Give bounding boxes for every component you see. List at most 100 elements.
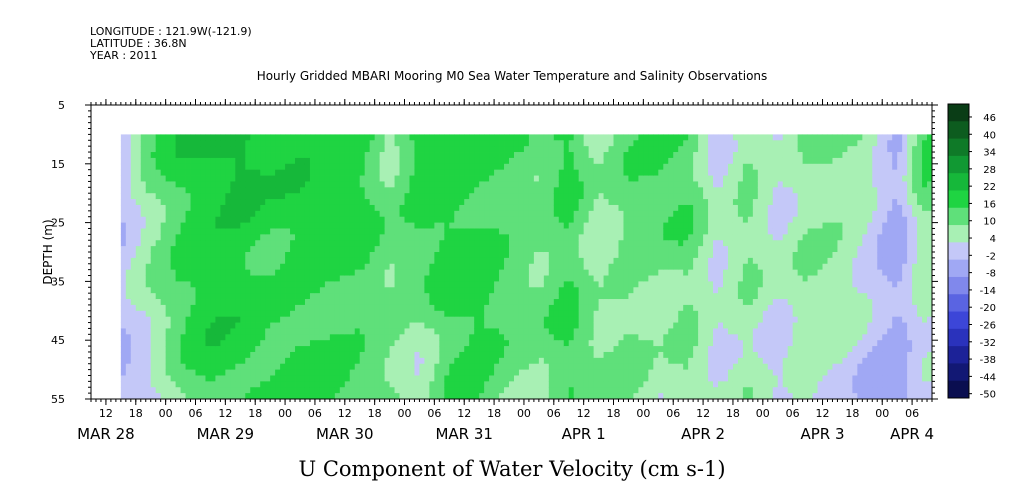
heatmap-cell [235, 369, 241, 376]
heatmap-cell [175, 328, 181, 335]
heatmap-cell [120, 193, 127, 200]
heatmap-cell [568, 351, 575, 359]
heatmap-cell [165, 193, 172, 200]
heatmap-cell [245, 381, 251, 388]
heatmap-cell [334, 381, 341, 388]
heatmap-cell [270, 281, 276, 288]
heatmap-cell [548, 287, 555, 294]
heatmap-cell [120, 163, 127, 171]
heatmap-cell [444, 328, 450, 335]
heatmap-cell [304, 363, 311, 370]
heatmap-cell [275, 269, 281, 276]
heatmap-cell [494, 304, 500, 312]
heatmap-cell [145, 293, 152, 300]
heatmap-cell [285, 134, 291, 141]
heatmap-cell [245, 363, 251, 370]
heatmap-cell [185, 210, 191, 218]
heatmap-cell [290, 263, 296, 271]
heatmap-cell [668, 275, 674, 282]
heatmap-cell [543, 340, 550, 347]
heatmap-cell [444, 199, 450, 206]
heatmap-cell [150, 163, 157, 171]
heatmap-cell [518, 240, 525, 247]
heatmap-cell [459, 204, 465, 212]
heatmap-cell [384, 146, 390, 153]
heatmap-cell [389, 351, 395, 359]
heatmap-cell [155, 181, 162, 188]
heatmap-cell [603, 157, 609, 165]
heatmap-cell [623, 351, 629, 359]
heatmap-cell [240, 281, 246, 288]
heatmap-cell [484, 228, 490, 235]
heatmap-cell [339, 363, 346, 370]
heatmap-cell [603, 381, 609, 388]
heatmap-cell [593, 175, 599, 182]
heatmap-cell [369, 252, 376, 259]
heatmap-cell [384, 293, 390, 300]
heatmap-cell [658, 169, 664, 176]
heatmap-cell [319, 304, 326, 312]
heatmap-cell [165, 187, 172, 194]
heatmap-cell [439, 334, 445, 341]
heatmap-cell [409, 252, 415, 259]
heatmap-cell [359, 316, 366, 323]
heatmap-cell [285, 369, 291, 376]
heatmap-cell [364, 346, 371, 353]
heatmap-cell [220, 222, 226, 229]
heatmap-cell [583, 257, 590, 265]
heatmap-cell [150, 187, 157, 194]
heatmap-cell [668, 140, 674, 147]
heatmap-cell [379, 146, 386, 153]
heatmap-cell [245, 181, 251, 188]
heatmap-cell [185, 340, 191, 347]
heatmap-cell [504, 175, 510, 182]
heatmap-cell [180, 363, 186, 370]
heatmap-cell [210, 363, 216, 370]
heatmap-cell [628, 293, 634, 300]
heatmap-cell [399, 210, 405, 218]
heatmap-cell [494, 187, 500, 194]
heatmap-cell [528, 152, 535, 159]
heatmap-cell [155, 357, 162, 365]
heatmap-cell [523, 287, 530, 294]
heatmap-cell [414, 304, 420, 312]
heatmap-cell [489, 393, 495, 400]
heatmap-cell [469, 357, 475, 365]
heatmap-cell [344, 281, 351, 288]
heatmap-cell [588, 216, 595, 223]
heatmap-cell [633, 152, 639, 159]
heatmap-cell [583, 375, 590, 382]
heatmap-cell [404, 316, 410, 323]
heatmap-cell [494, 269, 500, 276]
heatmap-cell [499, 169, 505, 176]
heatmap-cell [304, 369, 311, 376]
heatmap-cell [314, 310, 321, 318]
heatmap-cell [404, 375, 410, 382]
heatmap-cell [145, 257, 152, 265]
heatmap-cell [613, 193, 619, 200]
heatmap-cell [469, 263, 475, 271]
heatmap-cell [558, 369, 565, 376]
heatmap-cell [563, 263, 570, 271]
heatmap-cell [180, 193, 186, 200]
heatmap-cell [578, 340, 585, 347]
heatmap-cell [170, 340, 176, 347]
heatmap-cell [344, 293, 351, 300]
heatmap-cell [130, 304, 137, 312]
heatmap-cell [593, 299, 599, 306]
heatmap-cell [155, 169, 162, 176]
heatmap-cell [160, 152, 167, 159]
heatmap-cell [349, 387, 356, 394]
heatmap-cell [444, 375, 450, 382]
heatmap-cell [195, 387, 201, 394]
heatmap-cell [285, 351, 291, 359]
heatmap-cell [160, 281, 167, 288]
heatmap-cell [623, 246, 629, 253]
heatmap-cell [523, 175, 530, 182]
heatmap-cell [220, 340, 226, 347]
heatmap-cell [334, 187, 341, 194]
heatmap-cell [419, 257, 425, 265]
heatmap-cell [583, 246, 590, 253]
heatmap-cell [334, 175, 341, 182]
heatmap-cell [668, 381, 674, 388]
